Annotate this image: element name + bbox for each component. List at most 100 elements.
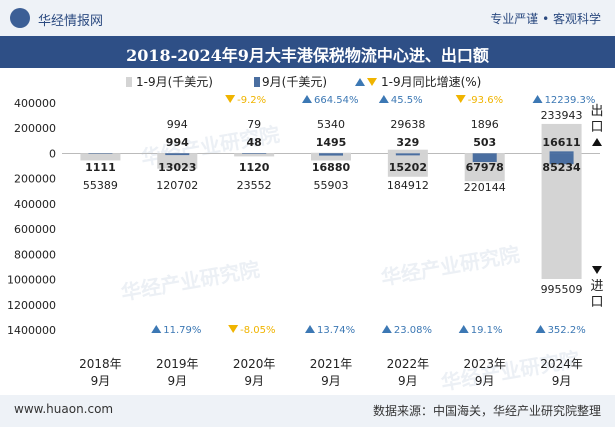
title-bar [0,36,615,68]
yoy-down-triangle-icon [228,325,239,333]
bar-export-ytd [541,123,582,154]
bar-import-month [549,153,574,165]
y-tick-label: 1000000 [7,274,56,287]
footer-bar [0,395,615,427]
bar-import-month [242,153,267,154]
yoy-up-triangle-icon [378,95,389,103]
bar-import-ytd [157,153,198,169]
legend-ytd-swatch [126,77,132,87]
bar-import-ytd [234,153,275,157]
x-tick-label: 9月 [91,374,111,388]
side-label-export: 口 [590,120,603,135]
yoy-down-triangle-icon [455,95,466,103]
label-import-yoy: 19.1% [471,325,503,336]
yoy-down-triangle-icon [225,95,236,103]
label-export-ytd: 994 [167,118,188,131]
yoy-up-triangle-icon [151,325,162,333]
bar-import-ytd [311,153,351,161]
label-import-yoy: 11.79% [163,325,201,336]
label-import-month: 1120 [239,161,270,174]
x-tick-label: 9月 [244,374,264,388]
x-tick-label: 2020年 [233,357,276,371]
label-import-month: 67978 [466,161,504,174]
label-export-month: 994 [166,136,189,149]
label-import-month: 1111 [85,161,116,174]
bar-export-month [549,151,574,154]
bar-export-ytd [387,149,428,154]
label-import-ytd: 184912 [387,179,429,192]
y-tick-label: 200000 [14,122,56,135]
label-export-month: 16611 [542,136,580,149]
legend-ytd-label: 1-9月(千美元) [136,75,213,89]
x-tick-label: 2018年 [79,357,122,371]
legend-down-triangle-icon [367,78,377,86]
side-label-import: 口 [590,295,603,310]
label-import-yoy: 23.08% [394,325,432,336]
legend-month-label: 9月(千美元) [262,75,327,89]
label-export-yoy: 45.5% [391,95,423,106]
label-import-ytd: 120702 [156,179,198,192]
footer-website: www.huaon.com [14,402,114,416]
label-export-month: 1495 [316,136,347,149]
yoy-up-triangle-icon [532,95,543,103]
footer-source: 数据来源：中国海关，华经产业研究院整理 [372,404,601,418]
label-export-ytd: 1896 [471,118,499,131]
label-import-month: 16880 [312,161,351,174]
chart-title: 2018-2024年9月大丰港保税物流中心进、出口额 [126,46,489,65]
bar-import-month [395,153,420,156]
y-tick-label: 1400000 [7,324,56,337]
bar-import-month [472,153,497,163]
label-export-yoy: -93.6% [468,95,503,106]
bar-import-ytd [387,153,428,177]
label-import-ytd: 23552 [237,179,272,192]
label-import-month: 85234 [542,161,581,174]
import-arrow-down-icon [592,266,602,274]
site-slogan: 专业严谨 • 客观科学 [490,12,601,26]
x-tick-label: 9月 [475,374,495,388]
yoy-up-triangle-icon [535,325,546,333]
label-export-month: 503 [473,136,496,149]
y-tick-label: 800000 [14,248,56,261]
side-label-import: 进 [590,279,603,294]
legend-yoy-label: 1-9月同比增速(%) [381,75,481,89]
label-export-ytd: 5340 [317,118,345,131]
x-tick-label: 2021年 [310,357,353,371]
label-export-yoy: 12239.3% [545,95,596,106]
label-export-month: 48 [246,136,261,149]
bar-import-ytd [541,153,582,279]
y-tick-label: 200000 [14,173,56,186]
y-tick-label: 1200000 [7,299,56,312]
label-import-ytd: 220144 [464,181,506,194]
x-tick-label: 2022年 [387,357,430,371]
label-import-yoy: -8.05% [240,325,275,336]
label-export-ytd: 29638 [390,118,425,131]
x-tick-label: 2024年 [540,357,583,371]
huajing-logo-icon [10,8,30,28]
label-import-yoy: 352.2% [548,325,586,336]
y-tick-label: 0 [49,147,56,160]
label-export-yoy: -9.2% [237,95,266,106]
y-tick-label: 400000 [14,198,56,211]
x-tick-label: 9月 [398,374,418,388]
x-tick-label: 9月 [167,374,187,388]
label-import-ytd: 55389 [83,179,118,192]
y-tick-label: 600000 [14,223,56,236]
label-export-ytd: 79 [247,118,261,131]
export-arrow-up-icon [592,138,602,146]
yoy-up-triangle-icon [458,325,469,333]
label-import-month: 15202 [389,161,427,174]
label-export-yoy: 664.54% [314,95,359,106]
label-import-yoy: 13.74% [317,325,355,336]
bar-import-month [165,153,190,156]
x-tick-label: 2023年 [463,357,506,371]
x-tick-label: 9月 [552,374,572,388]
label-import-month: 13023 [158,161,196,174]
x-tick-label: 9月 [321,374,341,388]
header-bar [0,0,615,36]
bar-import-month [319,153,343,156]
bar-import-month [88,153,113,154]
label-import-ytd: 995509 [541,283,583,296]
site-name: 华经情报网 [38,14,104,29]
